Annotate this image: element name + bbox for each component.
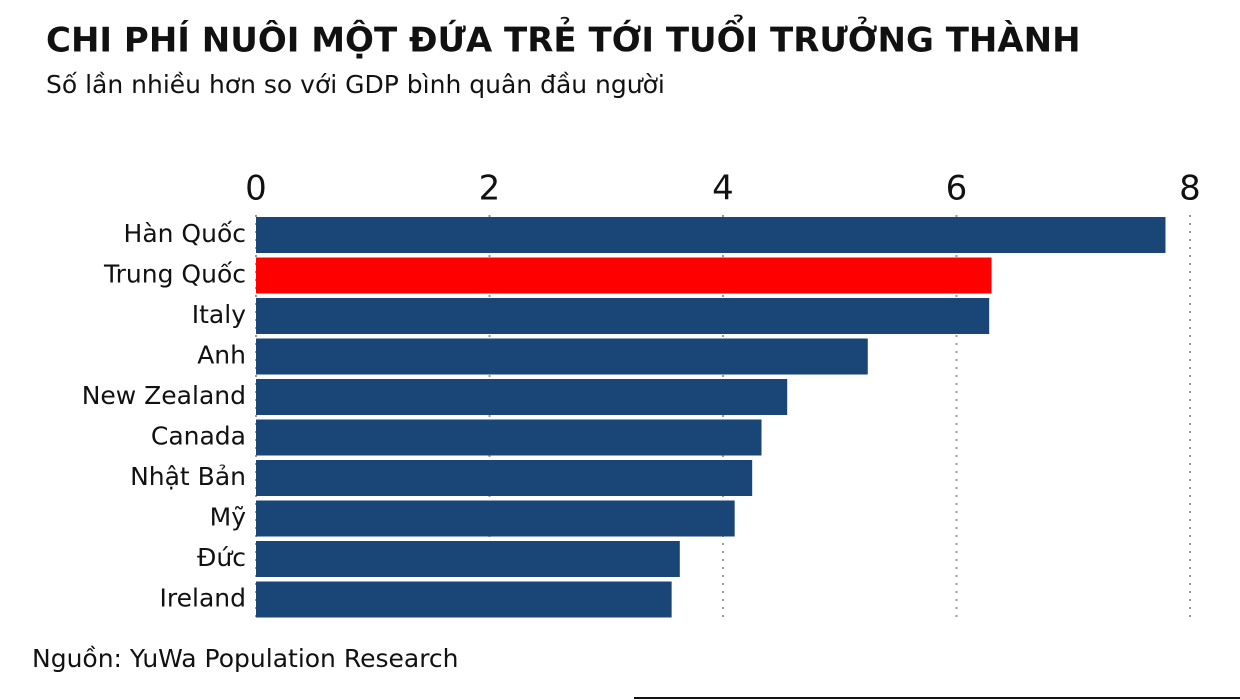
bar bbox=[256, 541, 680, 577]
bar bbox=[256, 298, 990, 334]
y-tick-label: Anh bbox=[197, 341, 246, 370]
y-tick-label: Hàn Quốc bbox=[124, 219, 246, 248]
bar bbox=[256, 217, 1166, 253]
y-tick-label: Đức bbox=[197, 543, 246, 572]
y-tick-label: Canada bbox=[151, 422, 246, 451]
bar bbox=[256, 460, 753, 496]
y-tick-label: Nhật Bản bbox=[130, 462, 246, 491]
chart-title: CHI PHÍ NUÔI MỘT ĐỨA TRẺ TỚI TUỔI TRƯỞNG… bbox=[46, 14, 1081, 61]
x-tick-label: 2 bbox=[479, 169, 501, 209]
x-tick-label: 0 bbox=[245, 169, 267, 209]
bar bbox=[256, 338, 868, 375]
x-tick-label: 8 bbox=[1179, 169, 1201, 209]
source: Nguồn: YuWa Population Research bbox=[32, 644, 459, 673]
x-tick-label: 4 bbox=[712, 169, 734, 209]
y-tick-label: Mỹ bbox=[210, 503, 247, 532]
y-tick-label: Trung Quốc bbox=[103, 260, 246, 289]
y-tick-label: New Zealand bbox=[82, 381, 246, 410]
bar bbox=[256, 500, 735, 537]
bar bbox=[256, 257, 992, 294]
bar bbox=[256, 581, 672, 618]
x-tick-label: 6 bbox=[946, 169, 968, 209]
y-tick-label: Italy bbox=[192, 300, 246, 329]
chart-subtitle: Số lần nhiều hơn so với GDP bình quân đầ… bbox=[46, 70, 665, 99]
y-tick-label: Ireland bbox=[160, 584, 246, 613]
bar bbox=[256, 379, 788, 415]
bar bbox=[256, 419, 762, 456]
